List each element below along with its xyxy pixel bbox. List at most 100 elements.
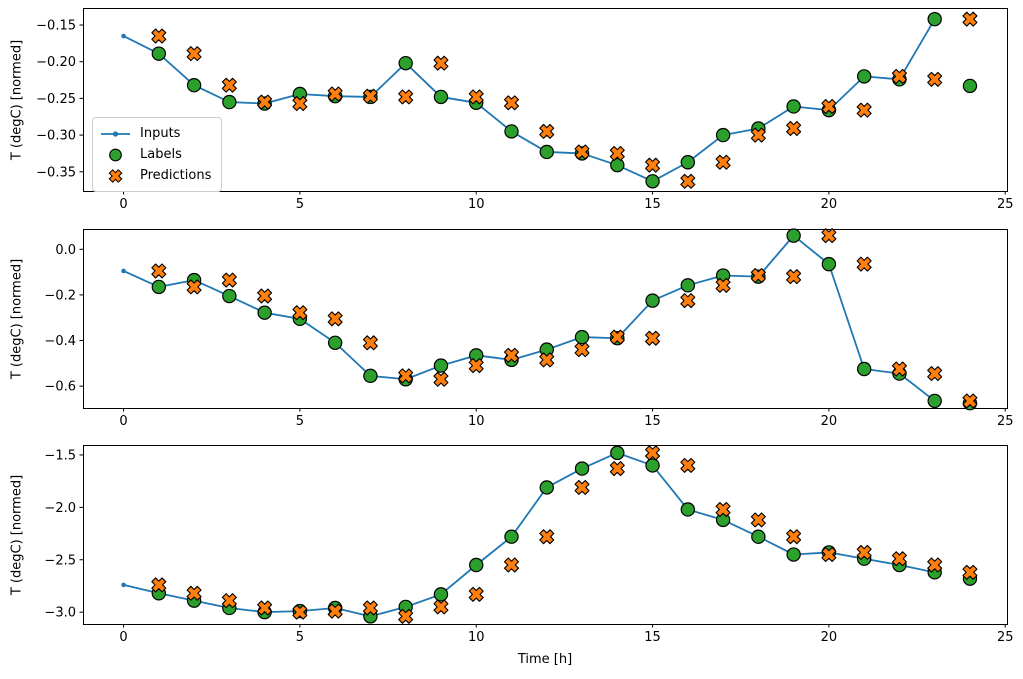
- predictions-x-marker: [539, 123, 555, 139]
- axes-frame: [83, 8, 1008, 192]
- y-axis-label-middle: T (degC) [normed]: [9, 258, 25, 379]
- predictions-x-marker: [821, 546, 837, 563]
- labels-circle-marker: [222, 288, 237, 304]
- inputs-line: [122, 451, 936, 618]
- predictions-x-marker: [362, 335, 378, 351]
- inputs-line-icon: [101, 130, 130, 137]
- legend-x: [108, 168, 123, 183]
- predictions-x-marker: [151, 577, 167, 593]
- x-tick-label: 15: [644, 414, 661, 429]
- x-tick-label: 25: [997, 630, 1014, 645]
- labels-circle-marker: [610, 445, 625, 461]
- predictions-x-marker: [186, 46, 202, 62]
- predictions-x-marker: [750, 512, 766, 528]
- labels-circle-marker: [327, 335, 343, 350]
- labels-circle-marker: [398, 55, 413, 71]
- labels-circle-marker: [539, 480, 554, 495]
- predictions-x-marker: [574, 479, 590, 495]
- x-tick-label: 25: [997, 414, 1014, 429]
- labels-circle-marker: [363, 368, 378, 384]
- labels-circle-marker: [927, 393, 942, 409]
- predictions-x-marker: [750, 127, 766, 143]
- predictions-x-marker: [715, 154, 731, 170]
- legend-row-inputs: Inputs: [100, 123, 211, 144]
- predictions-x-marker: [327, 86, 343, 102]
- y-tick-label: −0.4: [44, 334, 76, 349]
- y-tick-label: −0.30: [36, 129, 76, 144]
- y-axis-label-bottom: T (degC) [normed]: [9, 474, 25, 595]
- predictions-x-marker: [786, 120, 802, 137]
- y-tick-label: −0.35: [36, 165, 76, 180]
- x-tick-label: 15: [644, 630, 661, 645]
- predictions-x-marker: [292, 604, 308, 620]
- legend-circle: [109, 148, 122, 161]
- labels-circle-marker: [433, 358, 449, 373]
- y-tick-label: −0.20: [36, 55, 76, 70]
- labels-circle-marker: [257, 305, 272, 320]
- y-tick-label: −2.5: [44, 553, 76, 568]
- predictions-x-marker: [221, 272, 237, 288]
- inputs-dot-marker: [121, 268, 126, 274]
- predictions-x-marker: [715, 277, 731, 293]
- labels-circle-marker: [962, 78, 978, 94]
- predictions-x-marker: [186, 585, 202, 601]
- predictions-x-marker: [821, 98, 837, 114]
- labels-circle-marker: [856, 69, 872, 84]
- predictions-x-marker: [962, 11, 978, 27]
- predictions-x-marker: [856, 544, 872, 560]
- predictions-x-marker: [891, 551, 907, 567]
- predictions-x-marker: [609, 145, 625, 161]
- x-tick-label: 20: [821, 630, 838, 645]
- y-tick-label: 0.0: [55, 243, 76, 258]
- y-tick-label: −1.5: [44, 448, 76, 463]
- y-tick-label: −0.6: [44, 380, 76, 395]
- predictions-x-marker: [433, 371, 449, 387]
- predictions-x-marker: [398, 608, 414, 624]
- predictions-x-marker: [398, 368, 414, 384]
- labels-circle-marker: [433, 89, 449, 105]
- x-tick-label: 10: [468, 414, 485, 429]
- x-tick-label: 20: [821, 414, 838, 429]
- predictions-x-marker: [609, 461, 625, 477]
- predictions-x-marker: [327, 603, 343, 619]
- labels-circle-marker: [539, 144, 554, 160]
- predictions-x-marker: [927, 557, 943, 573]
- predictions-x-marker: [151, 263, 167, 279]
- predictions-x-marker: [680, 173, 696, 189]
- labels-circle-marker: [186, 77, 202, 93]
- labels-circle-marker: [574, 329, 590, 345]
- x-tick-label: 5: [296, 197, 304, 212]
- y-axis-label-top: T (degC) [normed]: [9, 39, 25, 160]
- predictions-x-marker: [327, 311, 343, 327]
- predictions-x-marker: [856, 102, 872, 118]
- x-tick-label: 0: [119, 414, 127, 429]
- predictions-x-marker: [927, 71, 943, 87]
- labels-circle-marker: [645, 174, 660, 189]
- labels-circle-marker: [222, 94, 237, 110]
- labels-circle-marker: [469, 557, 484, 573]
- predictions-x-marker: [292, 305, 308, 321]
- predictions-x-marker: [151, 28, 167, 44]
- labels-circle-marker: [151, 279, 167, 295]
- labels-circle-marker: [151, 46, 167, 61]
- predictions-x-marker: [468, 358, 484, 374]
- x-tick-label: 10: [468, 197, 485, 212]
- y-tick-label: −3.0: [44, 606, 76, 621]
- x-axis-label: Time [h]: [517, 652, 573, 667]
- inputs-dot-marker: [121, 33, 126, 39]
- labels-circle-marker: [927, 11, 942, 27]
- predictions-x-marker: [680, 293, 696, 309]
- labels-circle-marker: [574, 461, 590, 476]
- legend-label-predictions: Predictions: [140, 167, 212, 183]
- labels-circle-marker: [645, 293, 660, 308]
- inputs-line: [122, 234, 936, 402]
- predictions-x-marker: [362, 88, 378, 104]
- labels-circle-marker: [504, 529, 519, 544]
- x-tick-label: 10: [468, 630, 485, 645]
- predictions-x-marker: [292, 96, 308, 112]
- labels-circle-marker: [610, 157, 625, 173]
- legend: Inputs Labels Predictions: [92, 117, 223, 192]
- predictions-x-marker: [468, 89, 484, 105]
